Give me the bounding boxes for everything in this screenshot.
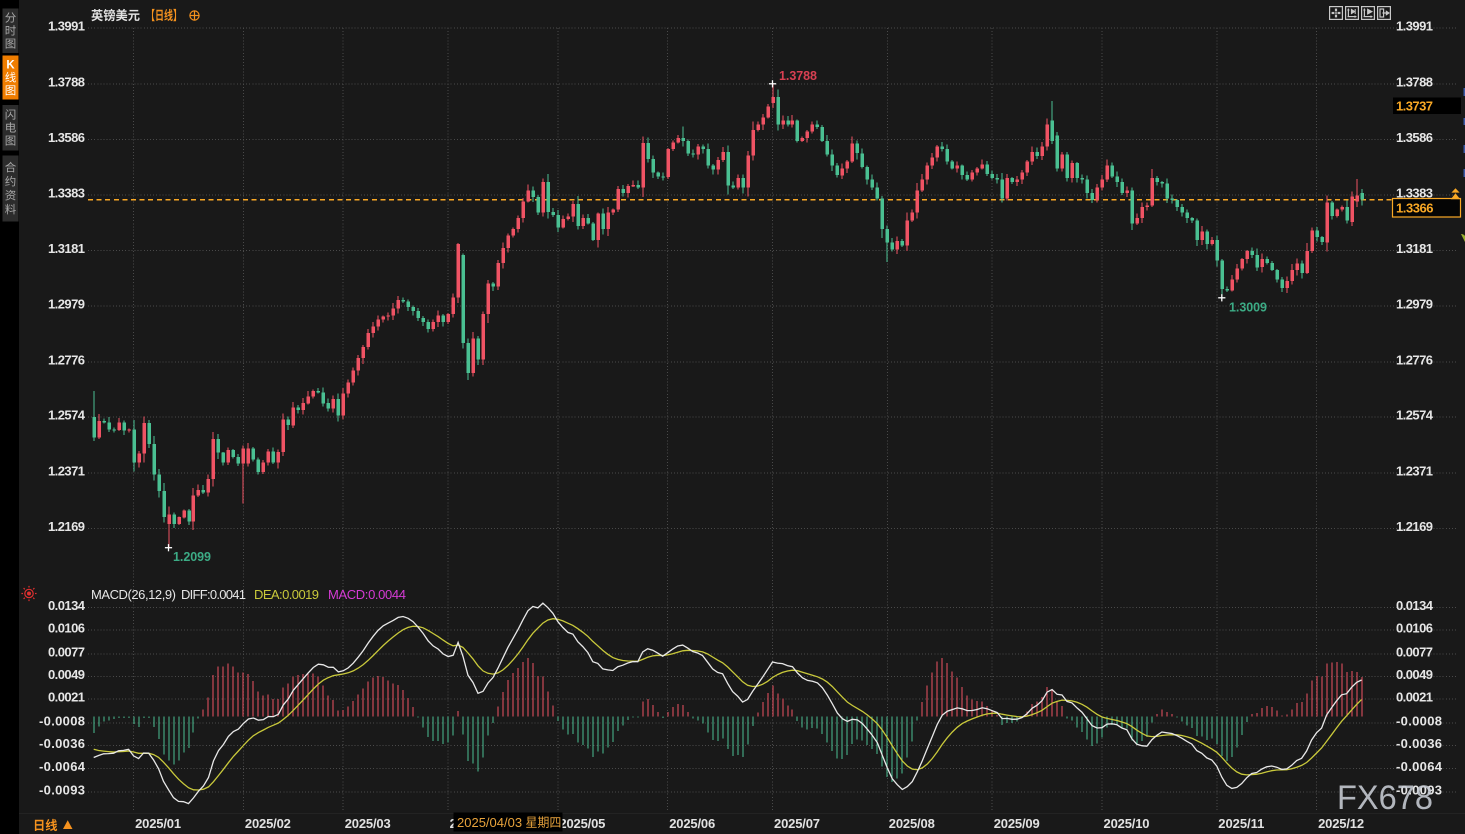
svg-text:-0.0093: -0.0093 [1396, 782, 1442, 797]
svg-text:1.2099: 1.2099 [173, 550, 211, 564]
svg-text:0.0021: 0.0021 [48, 690, 85, 705]
svg-text:1.3383: 1.3383 [48, 186, 85, 201]
svg-text:2025/11: 2025/11 [1218, 816, 1264, 831]
svg-text:1.3991: 1.3991 [1396, 19, 1433, 34]
svg-text:0.0077: 0.0077 [48, 644, 85, 659]
svg-text:DEA:0.0019: DEA:0.0019 [254, 587, 319, 602]
svg-text:1.2574: 1.2574 [1396, 408, 1434, 423]
svg-text:1.3737: 1.3737 [1396, 99, 1433, 114]
svg-text:1.3586: 1.3586 [1396, 130, 1433, 145]
svg-text:0.0106: 0.0106 [1396, 621, 1433, 636]
svg-text:DIFF:0.0041: DIFF:0.0041 [181, 587, 246, 602]
svg-text:2025/01: 2025/01 [135, 816, 181, 831]
svg-text:1.2371: 1.2371 [1396, 464, 1433, 479]
svg-text:1.3991: 1.3991 [48, 19, 85, 34]
svg-text:1.2979: 1.2979 [48, 297, 85, 312]
svg-text:1.3586: 1.3586 [48, 130, 85, 145]
svg-text:1.3383: 1.3383 [1396, 186, 1433, 201]
svg-text:0.0106: 0.0106 [48, 621, 85, 636]
svg-text:1.2169: 1.2169 [48, 519, 85, 534]
svg-text:2025/09: 2025/09 [994, 816, 1040, 831]
svg-text:1.2169: 1.2169 [1396, 519, 1433, 534]
svg-text:-0.0008: -0.0008 [1396, 713, 1442, 728]
svg-text:0.0049: 0.0049 [1396, 667, 1433, 682]
svg-text:2025/06: 2025/06 [669, 816, 715, 831]
svg-text:1.3788: 1.3788 [48, 74, 85, 89]
svg-text:FX678: FX678 [1337, 779, 1433, 817]
svg-text:1.3788: 1.3788 [1396, 74, 1433, 89]
svg-text:1.3009: 1.3009 [1229, 300, 1267, 314]
svg-text:-0.0064: -0.0064 [39, 759, 86, 774]
svg-text:0.0134: 0.0134 [48, 598, 86, 613]
svg-text:-0.0064: -0.0064 [1396, 759, 1443, 774]
svg-text:MACD(26,12,9): MACD(26,12,9) [91, 587, 176, 602]
svg-text:0.0021: 0.0021 [1396, 690, 1433, 705]
svg-text:1.2776: 1.2776 [1396, 352, 1433, 367]
svg-text:0.0077: 0.0077 [1396, 644, 1433, 659]
svg-text:2025/08: 2025/08 [889, 816, 935, 831]
svg-text:-0.0008: -0.0008 [39, 713, 85, 728]
svg-text:1.3366: 1.3366 [1396, 201, 1434, 216]
svg-text:2025/10: 2025/10 [1104, 816, 1150, 831]
svg-text:1.2371: 1.2371 [48, 464, 85, 479]
svg-text:1.3181: 1.3181 [48, 241, 85, 256]
svg-text:1.3181: 1.3181 [1396, 241, 1433, 256]
svg-text:2025/12: 2025/12 [1318, 816, 1364, 831]
svg-text:0.0134: 0.0134 [1396, 598, 1434, 613]
svg-text:-0.0093: -0.0093 [39, 782, 85, 797]
svg-text:2025/04/03: 2025/04/03 [457, 815, 522, 830]
svg-text:0.0049: 0.0049 [48, 667, 85, 682]
svg-text:MACD:0.0044: MACD:0.0044 [328, 587, 406, 602]
svg-text:2025/03: 2025/03 [345, 816, 391, 831]
svg-text:2025/02: 2025/02 [245, 816, 291, 831]
svg-text:2025/05: 2025/05 [559, 816, 605, 831]
svg-text:K: K [6, 60, 15, 72]
svg-text:-0.0036: -0.0036 [1396, 736, 1442, 751]
svg-text:1.2979: 1.2979 [1396, 297, 1433, 312]
svg-text:1.3788: 1.3788 [779, 69, 817, 83]
svg-text:2025/07: 2025/07 [774, 816, 820, 831]
svg-text:1.2574: 1.2574 [48, 408, 86, 423]
svg-text:1.2776: 1.2776 [48, 352, 85, 367]
svg-text:-0.0036: -0.0036 [39, 736, 85, 751]
